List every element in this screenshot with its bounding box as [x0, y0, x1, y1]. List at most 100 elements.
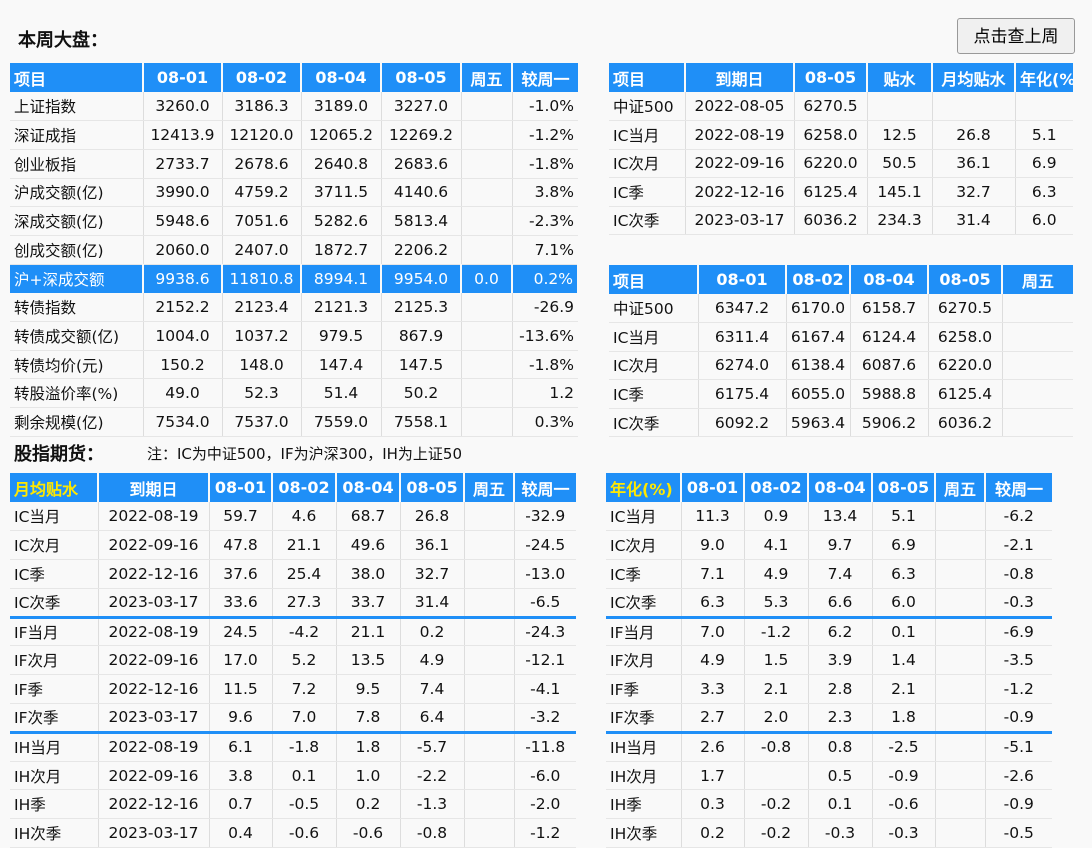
table-cell: 1.7: [681, 761, 745, 791]
table-row: IC次季 6.3 5.3 6.6 6.0 -0.3: [606, 588, 1052, 619]
column-header: 08-02: [744, 473, 809, 502]
table-cell: [464, 645, 515, 676]
table-cell: [461, 407, 513, 437]
column-header: 08-05: [872, 473, 936, 502]
table-cell: 4140.6: [381, 178, 462, 208]
table-cell: 5948.6: [143, 206, 223, 236]
row-label: 上证指数: [10, 92, 144, 122]
table-cell: 2152.2: [143, 292, 223, 322]
table-cell: [932, 92, 1016, 121]
table-cell: 2678.6: [222, 149, 302, 179]
table-cell: 12413.9: [143, 120, 223, 150]
table-cell: 2022-09-16: [98, 530, 210, 561]
table-cell: 6125.4: [794, 177, 868, 207]
table-cell: 0.8: [808, 732, 873, 762]
table-cell: [464, 502, 515, 532]
table-cell: 4.1: [744, 530, 809, 561]
table-row: IC次月 9.0 4.1 9.7 6.9 -2.1: [606, 530, 1052, 561]
table-cell: 12269.2: [381, 120, 462, 150]
table-cell: [464, 703, 515, 734]
column-header: 项目: [609, 63, 686, 92]
table-cell: 979.5: [301, 321, 382, 351]
table-cell: [461, 206, 513, 236]
row-label: 沪+深成交额: [10, 264, 144, 293]
table-cell: 12.5: [867, 120, 933, 150]
table-cell: -1.8%: [512, 350, 578, 380]
row-label: 中证500: [609, 92, 686, 121]
table-cell: -6.9: [985, 617, 1052, 647]
row-label: 剩余规模(亿): [10, 407, 144, 437]
table-row: IH季 2022-12-16 0.7 -0.5 0.2 -1.3 -2.0: [10, 789, 576, 820]
table-cell: 2640.8: [301, 149, 382, 179]
table-cell: -2.3%: [512, 206, 578, 236]
table-cell: 1.5: [744, 645, 809, 676]
table-row: IC次季 2023-03-17 33.6 27.3 33.7 31.4 -6.5: [10, 588, 576, 619]
table-cell: 2022-09-16: [98, 645, 210, 676]
column-header: 08-01: [698, 265, 787, 294]
table-cell: 6.9: [872, 530, 936, 561]
table-cell: 5906.2: [850, 408, 929, 438]
view-last-week-button[interactable]: 点击查上周: [957, 18, 1075, 54]
table-cell: 5.1: [1015, 120, 1073, 150]
table-cell: [1002, 379, 1073, 409]
table-row: IF季 3.3 2.1 2.8 2.1 -1.2: [606, 674, 1052, 705]
row-label: IC次月: [609, 351, 699, 381]
table-row: IF次月 2022-09-16 17.0 5.2 13.5 4.9 -12.1: [10, 645, 576, 676]
table-cell: 31.4: [932, 206, 1016, 235]
table-cell: 6.0: [872, 588, 936, 619]
table-cell: 3260.0: [143, 92, 223, 122]
table-cell: 9.6: [209, 703, 273, 734]
table-cell: -2.1: [985, 530, 1052, 561]
monthly-discount-table: 月均贴水 到期日 08-01 08-02 08-04 08-05 周五 较周一 IC当月 2022…: [10, 473, 576, 848]
table-cell: 2023-03-17: [685, 206, 795, 235]
table-cell: 0.0: [461, 264, 513, 293]
table-cell: 6274.0: [698, 351, 787, 381]
row-label: 创成交额(亿): [10, 235, 144, 265]
table-cell: 2125.3: [381, 292, 462, 322]
table-cell: -0.5: [985, 818, 1052, 848]
table-row: 上证指数 3260.0 3186.3 3189.0 3227.0 -1.0%: [10, 92, 578, 122]
table-cell: 2023-03-17: [98, 588, 210, 619]
column-header: 周五: [1002, 265, 1073, 294]
table-cell: 50.5: [867, 149, 933, 178]
row-label: IF次季: [10, 703, 99, 734]
column-header: 项目: [10, 63, 144, 92]
table-cell: 33.7: [336, 588, 401, 619]
table-cell: 7534.0: [143, 407, 223, 437]
table-row: IH次季 2023-03-17 0.4 -0.6 -0.6 -0.8 -1.2: [10, 818, 576, 848]
table-cell: 6.3: [1015, 177, 1073, 207]
table-cell: 7051.6: [222, 206, 302, 236]
table-cell: -0.3: [872, 818, 936, 848]
table-cell: 7559.0: [301, 407, 382, 437]
table-cell: -13.0: [514, 559, 576, 589]
table-cell: 1004.0: [143, 321, 223, 351]
table-cell: [935, 789, 986, 820]
table-cell: -1.0%: [512, 92, 578, 122]
table-cell: 1.8: [872, 703, 936, 734]
table-cell: 5988.8: [850, 379, 929, 409]
table-cell: -26.9: [512, 292, 578, 322]
column-header: 08-04: [336, 473, 401, 502]
column-header: 08-05: [794, 63, 868, 92]
table-cell: -1.3: [400, 789, 465, 820]
table-cell: 2022-09-16: [98, 761, 210, 791]
header-row: 项目 08-01 08-02 08-04 08-05 周五 较周一: [10, 63, 578, 92]
table-cell: 9.0: [681, 530, 745, 561]
table-cell: 6270.5: [794, 92, 868, 121]
table-cell: 24.5: [209, 617, 273, 647]
table-cell: 2022-08-19: [98, 502, 210, 532]
table-cell: 0.9: [744, 502, 809, 532]
row-label: 沪成交额(亿): [10, 178, 144, 208]
table-row: IC季 2022-12-16 37.6 25.4 38.0 32.7 -13.0: [10, 559, 576, 589]
table-row: 中证500 6347.2 6170.0 6158.7 6270.5: [609, 294, 1073, 324]
table-cell: 68.7: [336, 502, 401, 532]
table-cell: 0.5: [808, 761, 873, 791]
column-header: 较周一: [985, 473, 1052, 502]
header-row: 月均贴水 到期日 08-01 08-02 08-04 08-05 周五 较周一: [10, 473, 576, 502]
column-header: 08-04: [808, 473, 873, 502]
table-cell: 12120.0: [222, 120, 302, 150]
table-cell: 2.1: [872, 674, 936, 705]
table-row: IC季 2022-12-16 6125.4 145.1 32.7 6.3: [609, 177, 1073, 207]
row-label: 转债成交额(亿): [10, 321, 144, 351]
